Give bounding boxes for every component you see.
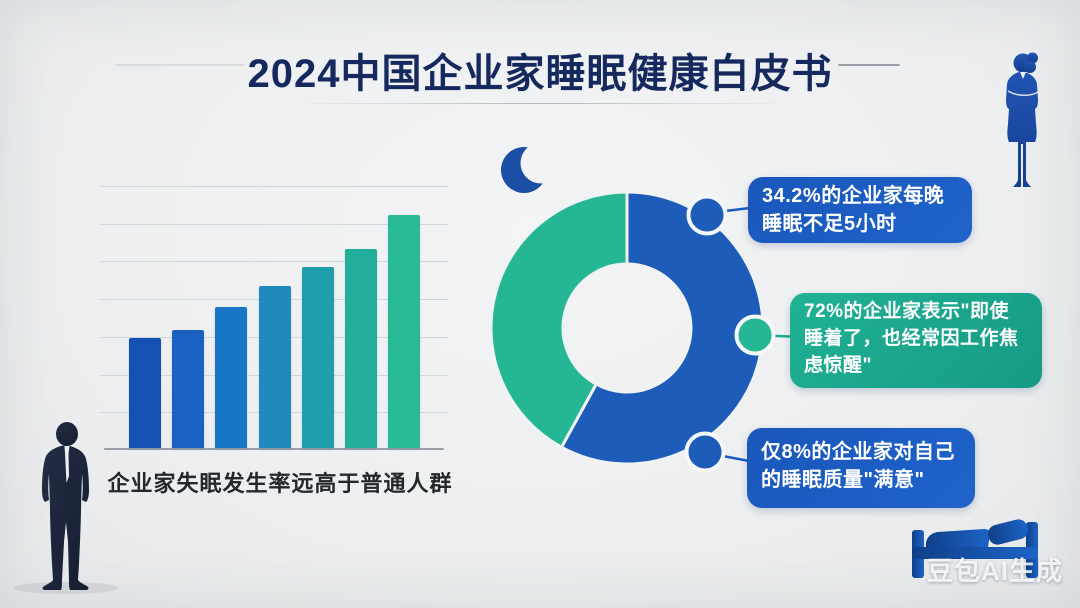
callout-anxiety-wake: 72%的企业家表示"即使睡着了，也经常因工作焦虑惊醒" [790,293,1042,388]
bed-rail [912,547,1038,559]
man-tie [64,446,70,483]
callout-text: 34.2%的企业家每晚睡眠不足5小时 [762,185,945,236]
title-underline [287,103,797,104]
woman-hair [1024,61,1036,73]
bar [129,338,161,448]
woman-crossed-arms-line [1007,90,1039,96]
woman-hair-bun [1027,52,1038,64]
gridline [100,186,448,187]
bed-icon [912,519,1038,578]
callout-text: 仅8%的企业家对自己的睡眠质量"满意" [761,441,955,492]
woman-collar [1020,72,1026,79]
bar-chart [100,186,448,450]
bar [301,267,334,448]
man-head [56,422,78,446]
bar [215,307,248,448]
watermark-text: 豆包AI生成 [926,556,1063,586]
donut-slice-teal [489,190,629,449]
man-shadow [14,582,118,594]
woman-body [1006,71,1038,187]
connector-dot-2 [734,314,776,356]
businessman-silhouette [42,422,89,590]
title-right-rule [838,64,900,66]
bar [172,330,205,448]
moon-icon [501,147,547,193]
callout-sleep-hours: 34.2%的企业家每晚睡眠不足5小时 [748,177,972,243]
page-title: 2024中国企业家睡眠健康白皮书 [247,52,833,96]
connector-dot-1 [686,194,728,236]
bed-pillow [988,519,1028,545]
x-axis-line [104,448,444,450]
man-body [42,445,89,590]
title-left-rule [115,64,245,66]
callout-text: 72%的企业家表示"即使睡着了，也经常因工作焦虑惊醒" [804,301,1019,377]
bar [388,215,421,448]
businesswoman-silhouette [1006,52,1039,187]
gridline [100,261,448,262]
bar [345,249,377,448]
bar [258,286,291,448]
bar-chart-caption: 企业家失眠发生率远高于普通人群 [107,471,453,496]
connector-dot-3 [684,431,726,473]
donut-slice-blue [560,190,765,466]
gridline [100,224,448,225]
callout-satisfaction: 仅8%的企业家对自己的睡眠质量"满意" [747,428,975,508]
bed-blanket [925,529,991,547]
